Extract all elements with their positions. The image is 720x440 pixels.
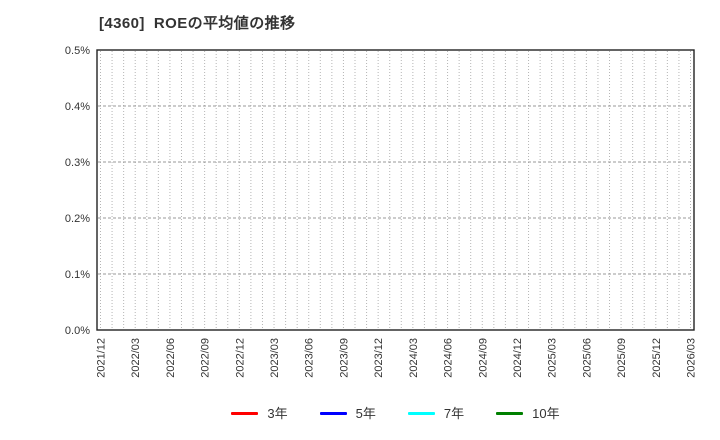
- legend-item-10y: 10年: [496, 405, 560, 421]
- legend-line-3y: [231, 411, 259, 415]
- x-tick-label: 2022/09: [200, 338, 212, 378]
- x-tick-label: 2023/03: [269, 338, 281, 378]
- x-tick-label: 2025/06: [581, 338, 593, 378]
- y-tick-label: 0.2%: [65, 213, 90, 225]
- x-tick-label: 2026/03: [686, 338, 698, 378]
- x-tick-label: 2023/09: [338, 338, 350, 378]
- legend-line-10y: [496, 411, 524, 415]
- y-tick-label: 0.4%: [65, 101, 90, 113]
- legend-line-5y: [319, 411, 347, 415]
- legend-item-7y: 7年: [407, 405, 465, 421]
- legend-line-7y: [407, 411, 435, 415]
- legend-label-5y: 5年: [355, 405, 376, 421]
- x-tick-label: 2025/03: [547, 338, 559, 378]
- x-tick-label: 2024/03: [408, 338, 420, 378]
- x-tick-label: 2021/12: [96, 338, 108, 378]
- y-tick-label: 0.0%: [65, 325, 90, 337]
- x-tick-label: 2024/12: [512, 338, 524, 378]
- legend-label-3y: 3年: [267, 405, 288, 421]
- y-tick-label: 0.1%: [65, 269, 90, 281]
- legend: 3年 5年 7年 10年: [97, 403, 694, 423]
- chart-title: [4360] ROEの平均値の推移: [99, 15, 296, 32]
- x-tick-label: 2024/09: [477, 338, 489, 378]
- x-tick-label: 2024/06: [443, 338, 455, 378]
- legend-item-3y: 3年: [231, 405, 288, 421]
- x-tick-label: 2022/06: [165, 338, 177, 378]
- x-tick-label: 2023/06: [304, 338, 316, 378]
- legend-label-7y: 7年: [443, 405, 465, 421]
- x-tick-label: 2025/12: [651, 338, 663, 378]
- y-tick-label: 0.3%: [65, 157, 90, 169]
- x-tick-label: 2023/12: [373, 338, 385, 378]
- y-tick-label: 0.5%: [65, 45, 90, 57]
- x-tick-label: 2025/09: [616, 338, 628, 378]
- legend-label-10y: 10年: [532, 405, 560, 421]
- plot-frame: [96, 49, 695, 331]
- x-tick-label: 2022/03: [130, 338, 142, 378]
- legend-item-5y: 5年: [319, 405, 376, 421]
- x-tick-label: 2022/12: [234, 338, 246, 378]
